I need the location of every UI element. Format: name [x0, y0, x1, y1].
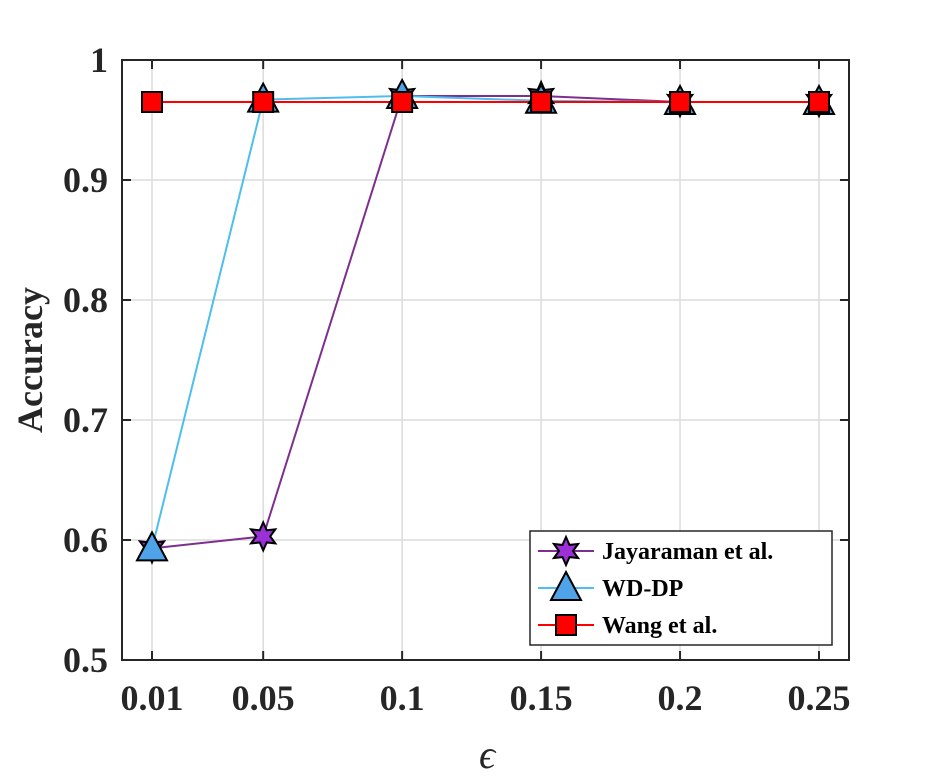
y-tick-label: 0.6	[63, 520, 108, 560]
series-line-0	[151, 95, 819, 550]
y-tick-label: 0.7	[63, 400, 108, 440]
series-2-point	[808, 91, 830, 113]
y-axis-label: Accuracy	[10, 287, 50, 433]
series-2-point	[669, 91, 692, 113]
legend-marker	[551, 534, 581, 568]
x-tick-label: 0.25	[788, 678, 851, 718]
x-tick-label: 0.1	[380, 678, 425, 718]
x-axis-label: ϵ	[479, 732, 497, 777]
legend-marker	[555, 614, 577, 636]
x-tick-label: 0.2	[658, 678, 703, 718]
series-2-point	[391, 91, 414, 113]
y-tick-label: 1	[90, 40, 108, 80]
series-2-point	[141, 91, 163, 113]
x-tick-label: 0.05	[232, 678, 295, 718]
series-group	[135, 77, 836, 565]
series-2-point	[530, 91, 553, 113]
series-1-point	[135, 530, 169, 562]
legend-entry: WD-DP	[602, 576, 683, 602]
legend-marker	[549, 569, 583, 601]
x-tick-label: 0.01	[121, 678, 184, 718]
series-line-1	[151, 94, 819, 549]
legend: Jayaraman et al. WD-DP Wang et al.	[529, 530, 833, 646]
y-tick-label: 0.9	[63, 160, 108, 200]
legend-entry: Wang et al.	[602, 613, 717, 639]
axis-ticks: 0.5 0.6 0.7 0.8 0.9 1 0.01 0.05 0.1 0.15 0.2 0.25	[63, 40, 851, 718]
series-2-point	[252, 91, 275, 113]
y-tick-label: 0.8	[63, 280, 108, 320]
series-0-point	[248, 519, 278, 553]
legend-entry: Jayaraman et al.	[602, 539, 773, 565]
plot-area	[121, 59, 850, 661]
y-tick-label: 0.5	[63, 640, 108, 680]
x-tick-label: 0.15	[510, 678, 573, 718]
